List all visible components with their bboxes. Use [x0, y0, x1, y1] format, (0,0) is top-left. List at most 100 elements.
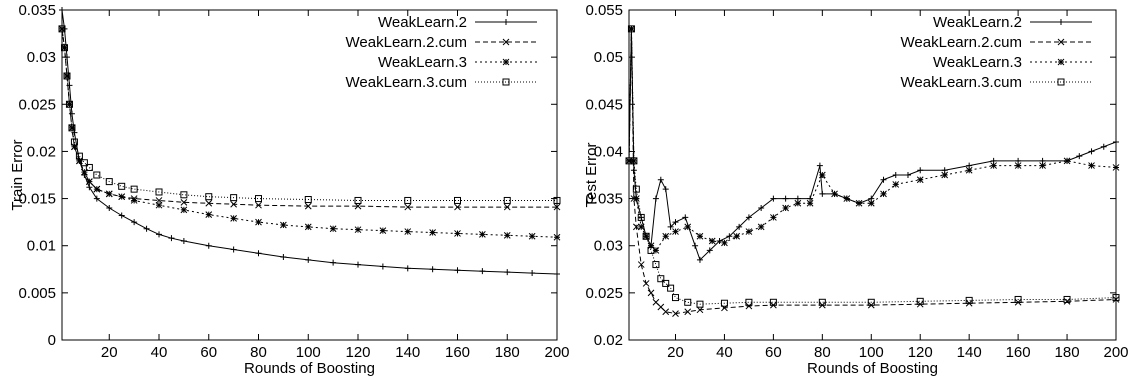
y-tick-label: 0.03 — [27, 49, 56, 66]
data-point — [642, 280, 650, 287]
data-point — [131, 219, 138, 226]
y-tick-label: 0.03 — [594, 238, 623, 255]
test-error-chart: 0.02 0.025 0.03 0.035 0.04 0.045 0.05 0.055 20 40… — [583, 2, 1129, 377]
data-point — [355, 261, 362, 268]
data-point — [667, 284, 675, 292]
data-point — [657, 176, 664, 183]
data-point — [726, 233, 733, 240]
x-tick-label: 180 — [495, 344, 520, 361]
data-point — [892, 172, 899, 178]
data-point — [180, 206, 188, 214]
data-point — [745, 228, 753, 235]
data-point — [68, 110, 75, 117]
data-point — [916, 297, 924, 305]
x-tick-label: 200 — [1103, 344, 1128, 361]
data-point — [667, 223, 674, 230]
data-point — [205, 193, 213, 201]
data-point — [630, 157, 638, 165]
data-point — [553, 196, 561, 204]
data-point — [205, 242, 212, 249]
y-tick-label: 0.045 — [585, 96, 623, 113]
data-point — [429, 266, 436, 273]
data-point — [503, 231, 511, 239]
data-point — [503, 196, 511, 204]
x-tick-label: 160 — [445, 344, 470, 361]
data-point — [255, 201, 262, 209]
legend-label: WeakLearn.2.cum — [346, 34, 467, 51]
plot-frame — [61, 9, 558, 341]
data-point — [93, 195, 100, 202]
data-point — [1113, 139, 1119, 145]
x-tick-label: 120 — [345, 344, 370, 361]
data-point — [632, 195, 640, 202]
data-point — [454, 267, 461, 274]
data-point — [81, 168, 88, 176]
data-point — [65, 100, 73, 108]
data-point — [93, 185, 101, 193]
y-tick-label: 0.02 — [27, 143, 56, 160]
x-tick-label: 80 — [250, 344, 267, 361]
data-point — [672, 310, 679, 317]
data-point — [782, 204, 789, 212]
data-point — [880, 190, 887, 198]
data-point — [716, 238, 723, 244]
x-tick-label: 180 — [1055, 344, 1080, 361]
x-tick-label: 20 — [101, 344, 118, 361]
data-point — [682, 214, 689, 221]
data-point — [255, 218, 262, 226]
data-point — [917, 167, 924, 174]
data-point — [205, 211, 213, 218]
series-line — [628, 28, 1117, 305]
legend-label: WeakLearn.3 — [933, 54, 1022, 71]
x-tick-label: 40 — [151, 344, 168, 361]
legend-label: WeakLearn.3.cum — [901, 74, 1022, 91]
data-point — [329, 225, 337, 233]
series-square — [58, 25, 561, 204]
data-point — [745, 298, 753, 306]
data-point — [504, 269, 511, 276]
data-point — [354, 226, 362, 234]
data-point — [1112, 164, 1120, 171]
data-point — [657, 275, 665, 283]
data-point — [180, 238, 187, 244]
x-tick-label: 40 — [716, 344, 733, 361]
data-point — [1014, 295, 1022, 303]
data-point — [205, 199, 213, 207]
data-point — [554, 271, 560, 277]
data-point — [105, 178, 113, 186]
data-point — [553, 203, 561, 211]
data-point — [652, 247, 660, 254]
data-point — [672, 219, 679, 226]
y-tick-label: 0.015 — [18, 191, 56, 208]
series-line — [61, 9, 558, 275]
data-point — [1088, 148, 1095, 155]
data-point — [71, 143, 78, 151]
data-point — [180, 198, 188, 206]
legend-marker — [502, 58, 510, 66]
data-point — [770, 214, 777, 221]
data-point — [818, 298, 826, 306]
data-point — [180, 191, 188, 199]
data-point — [758, 205, 765, 211]
data-point — [684, 308, 692, 316]
legend-label: WeakLearn.3.cum — [346, 74, 467, 91]
data-point — [118, 212, 125, 219]
y-tick-label: 0.035 — [585, 191, 623, 208]
data-point — [647, 242, 655, 250]
data-point — [58, 25, 66, 33]
y-tick-label: 0.02 — [594, 332, 623, 349]
data-point — [627, 25, 635, 33]
data-point — [155, 197, 163, 204]
data-point — [305, 256, 312, 263]
data-point — [628, 25, 635, 33]
legend-marker — [502, 78, 510, 86]
x-tick-label: 120 — [908, 344, 933, 361]
y-tick-label: 0.025 — [18, 96, 56, 113]
data-point — [404, 203, 412, 211]
data-point — [304, 202, 312, 210]
data-point — [696, 256, 703, 263]
data-point — [916, 176, 924, 184]
data-point — [696, 300, 704, 308]
data-point — [708, 237, 716, 245]
